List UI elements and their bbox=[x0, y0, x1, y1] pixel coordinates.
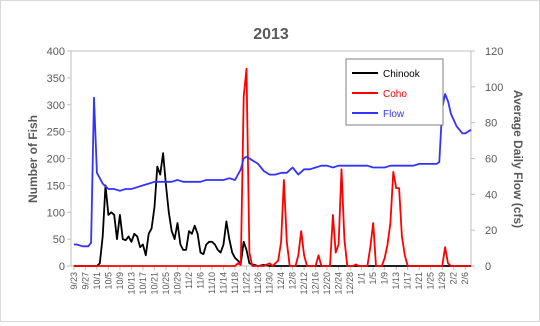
x-tick-label: 11/30 bbox=[265, 272, 275, 294]
x-tick-label: 1/25 bbox=[426, 272, 436, 290]
x-axis-ticks: 9/23 9/27 10/1 10/5 10/9 10/13 10/17 10/21 10/25… bbox=[69, 266, 470, 295]
x-tick-label: 12/4 bbox=[276, 272, 286, 290]
y2-axis-ticks: 0 20 40 60 80 100 120 bbox=[471, 46, 503, 273]
x-tick-label: 11/6 bbox=[195, 272, 205, 289]
x-tick-label: 10/9 bbox=[115, 272, 125, 290]
x-tick-label: 10/5 bbox=[103, 272, 113, 290]
y-axis-label: Number of Fish bbox=[26, 115, 40, 203]
y2-tick-label: 40 bbox=[485, 189, 497, 201]
x-tick-label: 11/26 bbox=[253, 272, 263, 294]
x-tick-label: 10/29 bbox=[172, 272, 182, 295]
x-tick-label: 2/6 bbox=[460, 272, 470, 285]
y2-axis-label: Average Daily Flow (cfs) bbox=[511, 90, 525, 228]
x-tick-label: 10/21 bbox=[149, 272, 159, 295]
x-tick-label: 12/8 bbox=[288, 272, 298, 290]
series-layer bbox=[73, 67, 472, 267]
x-tick-label: 10/1 bbox=[92, 272, 102, 290]
x-tick-label: 11/22 bbox=[242, 272, 252, 294]
y2-tick-label: 60 bbox=[485, 154, 497, 166]
x-tick-label: 1/21 bbox=[414, 272, 424, 290]
x-tick-label: 12/20 bbox=[322, 272, 332, 295]
y-tick-label: 300 bbox=[47, 100, 65, 112]
y-tick-label: 250 bbox=[47, 127, 65, 139]
x-tick-label: 2/2 bbox=[449, 272, 459, 285]
x-tick-label: 12/16 bbox=[311, 272, 321, 295]
y2-tick-label: 120 bbox=[485, 46, 503, 58]
y2-tick-label: 100 bbox=[485, 82, 503, 94]
x-tick-label: 11/18 bbox=[230, 272, 240, 294]
x-tick-label: 1/13 bbox=[391, 272, 401, 290]
legend-label-coho: Coho bbox=[383, 89, 407, 100]
series-line-coho bbox=[73, 67, 471, 267]
y-tick-label: 100 bbox=[47, 207, 65, 219]
x-tick-label: 1/5 bbox=[368, 272, 378, 285]
y-tick-label: 50 bbox=[53, 234, 65, 246]
x-tick-label: 11/10 bbox=[207, 272, 217, 294]
y-tick-label: 350 bbox=[47, 73, 65, 85]
x-tick-label: 1/9 bbox=[380, 272, 390, 285]
x-tick-label: 1/1 bbox=[357, 272, 367, 285]
y2-tick-label: 0 bbox=[485, 261, 491, 273]
y-tick-label: 400 bbox=[47, 46, 65, 58]
y2-tick-label: 20 bbox=[485, 225, 497, 237]
x-tick-label: 9/23 bbox=[69, 272, 79, 290]
x-tick-label: 11/14 bbox=[219, 272, 229, 294]
x-tick-label: 10/13 bbox=[126, 272, 136, 295]
legend: Chinook Coho Flow bbox=[345, 58, 444, 126]
x-tick-label: 12/24 bbox=[334, 272, 344, 295]
chart-title: 2013 bbox=[253, 26, 289, 43]
x-tick-label: 11/2 bbox=[184, 272, 194, 289]
y2-tick-label: 80 bbox=[485, 118, 497, 130]
x-tick-label: 12/28 bbox=[345, 272, 355, 295]
x-tick-label: 1/29 bbox=[437, 272, 447, 290]
y-tick-label: 150 bbox=[47, 180, 65, 192]
legend-label-flow: Flow bbox=[383, 109, 405, 120]
y-axis-ticks: 0 50 100 150 200 250 300 350 400 bbox=[47, 46, 71, 273]
legend-label-chinook: Chinook bbox=[383, 69, 421, 80]
x-tick-label: 12/12 bbox=[299, 272, 309, 295]
y-tick-label: 200 bbox=[47, 154, 65, 166]
x-tick-label: 9/27 bbox=[80, 272, 90, 290]
y-tick-label: 0 bbox=[59, 261, 65, 273]
x-tick-label: 10/17 bbox=[138, 272, 148, 295]
x-tick-label: 10/25 bbox=[161, 272, 171, 295]
x-tick-label: 1/17 bbox=[403, 272, 413, 290]
line-chart: 2013 0 50 100 150 200 250 300 350 400 0 20 40 60 80 1… bbox=[26, 26, 525, 295]
series-line-flow bbox=[73, 93, 472, 248]
series-line-chinook bbox=[73, 152, 471, 267]
